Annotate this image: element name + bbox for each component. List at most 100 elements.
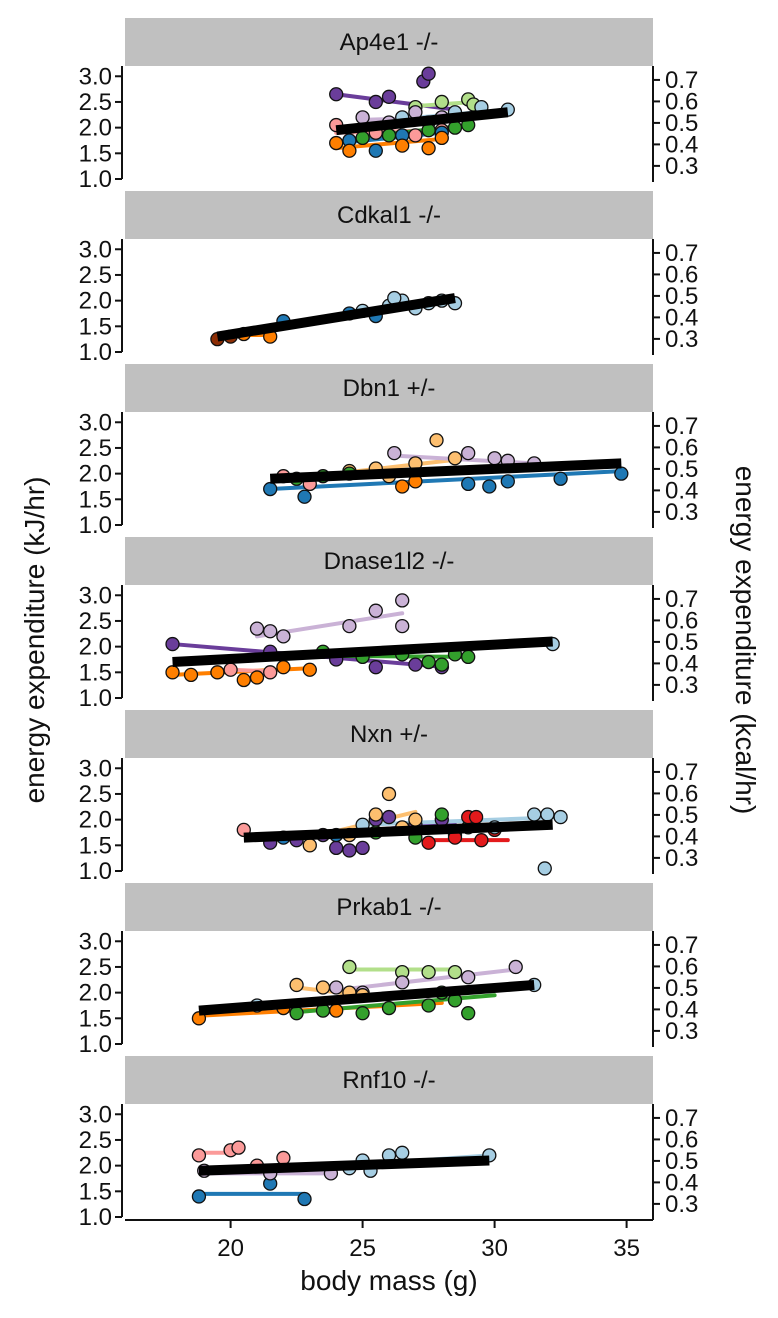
data-point xyxy=(263,624,278,639)
left-tick-label: 2.0 xyxy=(79,461,112,488)
right-tick-label: 0.5 xyxy=(665,975,698,1002)
panel-title: Prkab1 -/- xyxy=(336,894,441,921)
data-point xyxy=(387,445,402,461)
right-tick-label: 0.6 xyxy=(665,780,698,807)
panels-layer: Ap4e1 -/-1.01.52.02.53.00.30.40.50.60.7C… xyxy=(79,18,698,1231)
data-point xyxy=(368,807,383,822)
left-tick-label: 1.5 xyxy=(79,140,112,167)
right-tick-label: 0.7 xyxy=(665,240,698,267)
right-tick-label: 0.3 xyxy=(665,499,698,526)
left-tick-label: 1.0 xyxy=(79,512,112,539)
data-point xyxy=(263,665,278,680)
panel-strip xyxy=(125,191,653,239)
data-point xyxy=(421,835,436,850)
panel-title: Cdkal1 -/- xyxy=(337,202,441,229)
right-tick-label: 0.3 xyxy=(665,1018,698,1045)
data-point xyxy=(302,662,317,677)
right-tick-label: 0.4 xyxy=(665,1169,698,1196)
left-tick-label: 2.0 xyxy=(79,115,112,142)
right-tick-label: 0.6 xyxy=(665,434,698,461)
right-tick-label: 0.4 xyxy=(665,304,698,331)
right-tick-label: 0.6 xyxy=(665,953,698,980)
data-point xyxy=(231,1140,246,1155)
right-tick-label: 0.5 xyxy=(665,1148,698,1175)
data-point xyxy=(461,476,476,492)
data-point xyxy=(191,1148,207,1163)
left-tick-label: 1.0 xyxy=(79,685,112,712)
left-tick-label: 2.5 xyxy=(79,1127,112,1154)
left-tick-label: 3.0 xyxy=(79,755,112,782)
panel-strip xyxy=(125,1056,653,1104)
data-point xyxy=(395,138,410,153)
data-point xyxy=(297,489,312,504)
right-tick-label: 0.4 xyxy=(665,996,698,1023)
left-tick-label: 2.5 xyxy=(79,608,112,635)
panel-title: Dbn1 +/- xyxy=(343,375,436,402)
data-point xyxy=(263,481,278,497)
left-tick-label: 2.0 xyxy=(79,634,112,661)
left-tick-label: 3.0 xyxy=(79,409,112,436)
left-tick-label: 2.5 xyxy=(79,89,112,116)
right-tick-label: 0.6 xyxy=(665,88,698,115)
data-point xyxy=(395,593,410,608)
data-point xyxy=(447,451,463,466)
left-tick-label: 2.5 xyxy=(79,954,112,981)
data-point xyxy=(329,980,344,995)
data-point xyxy=(434,807,449,822)
panel-strip xyxy=(125,364,653,412)
right-tick-label: 0.3 xyxy=(665,1191,698,1218)
data-point xyxy=(474,833,489,848)
data-point xyxy=(342,618,357,634)
group-fit-line xyxy=(334,92,457,112)
data-point xyxy=(236,672,251,688)
overall-fit-line xyxy=(335,107,509,136)
left-tick-label: 1.0 xyxy=(79,339,112,366)
data-point xyxy=(461,1006,476,1021)
data-point xyxy=(165,636,180,652)
right-tick-label: 0.3 xyxy=(665,845,698,872)
left-tick-label: 1.5 xyxy=(79,832,112,859)
data-point xyxy=(429,433,444,448)
data-point xyxy=(537,861,552,876)
data-point xyxy=(447,964,463,980)
panel-title: Ap4e1 -/- xyxy=(340,29,439,56)
data-point xyxy=(249,621,265,636)
y-axis-title-right: energy expenditure (kcal/hr) xyxy=(730,466,761,815)
data-point xyxy=(461,970,476,985)
overall-fit-line xyxy=(269,458,622,484)
right-tick-label: 0.5 xyxy=(665,283,698,310)
data-point xyxy=(368,603,383,618)
left-tick-label: 2.0 xyxy=(79,1153,112,1180)
data-point xyxy=(289,1006,304,1021)
left-tick-label: 3.0 xyxy=(79,582,112,609)
data-point xyxy=(482,479,497,494)
left-tick-label: 3.0 xyxy=(79,1101,112,1128)
data-point xyxy=(223,662,238,677)
data-point xyxy=(395,479,410,494)
group-fit-line xyxy=(360,815,563,827)
left-tick-label: 1.0 xyxy=(79,858,112,885)
left-tick-label: 2.0 xyxy=(79,980,112,1007)
left-tick-label: 1.0 xyxy=(79,1204,112,1231)
right-tick-label: 0.4 xyxy=(665,650,698,677)
panel-strip xyxy=(125,710,653,758)
data-point xyxy=(553,809,568,825)
left-tick-label: 1.5 xyxy=(79,486,112,513)
right-tick-label: 0.3 xyxy=(665,326,698,353)
panel-strip xyxy=(125,18,653,66)
right-tick-label: 0.3 xyxy=(665,672,698,699)
data-point xyxy=(342,143,357,158)
panel-strip xyxy=(125,537,653,585)
data-point xyxy=(381,128,397,143)
data-point xyxy=(329,840,344,856)
right-tick-label: 0.7 xyxy=(665,1105,698,1132)
data-point xyxy=(461,445,476,461)
left-tick-label: 1.0 xyxy=(79,166,112,193)
data-point xyxy=(434,130,449,146)
data-point xyxy=(210,665,225,680)
panel: Prkab1 -/- 1.01.52.02.53.0 0.30.40.50.60.7 xyxy=(79,883,698,1058)
panel: Dbn1 +/- 1.01.52.02.53.0 0.30.40.50.60.7 xyxy=(79,364,698,539)
data-point xyxy=(540,807,555,822)
data-point xyxy=(553,471,568,486)
data-point xyxy=(487,451,502,466)
